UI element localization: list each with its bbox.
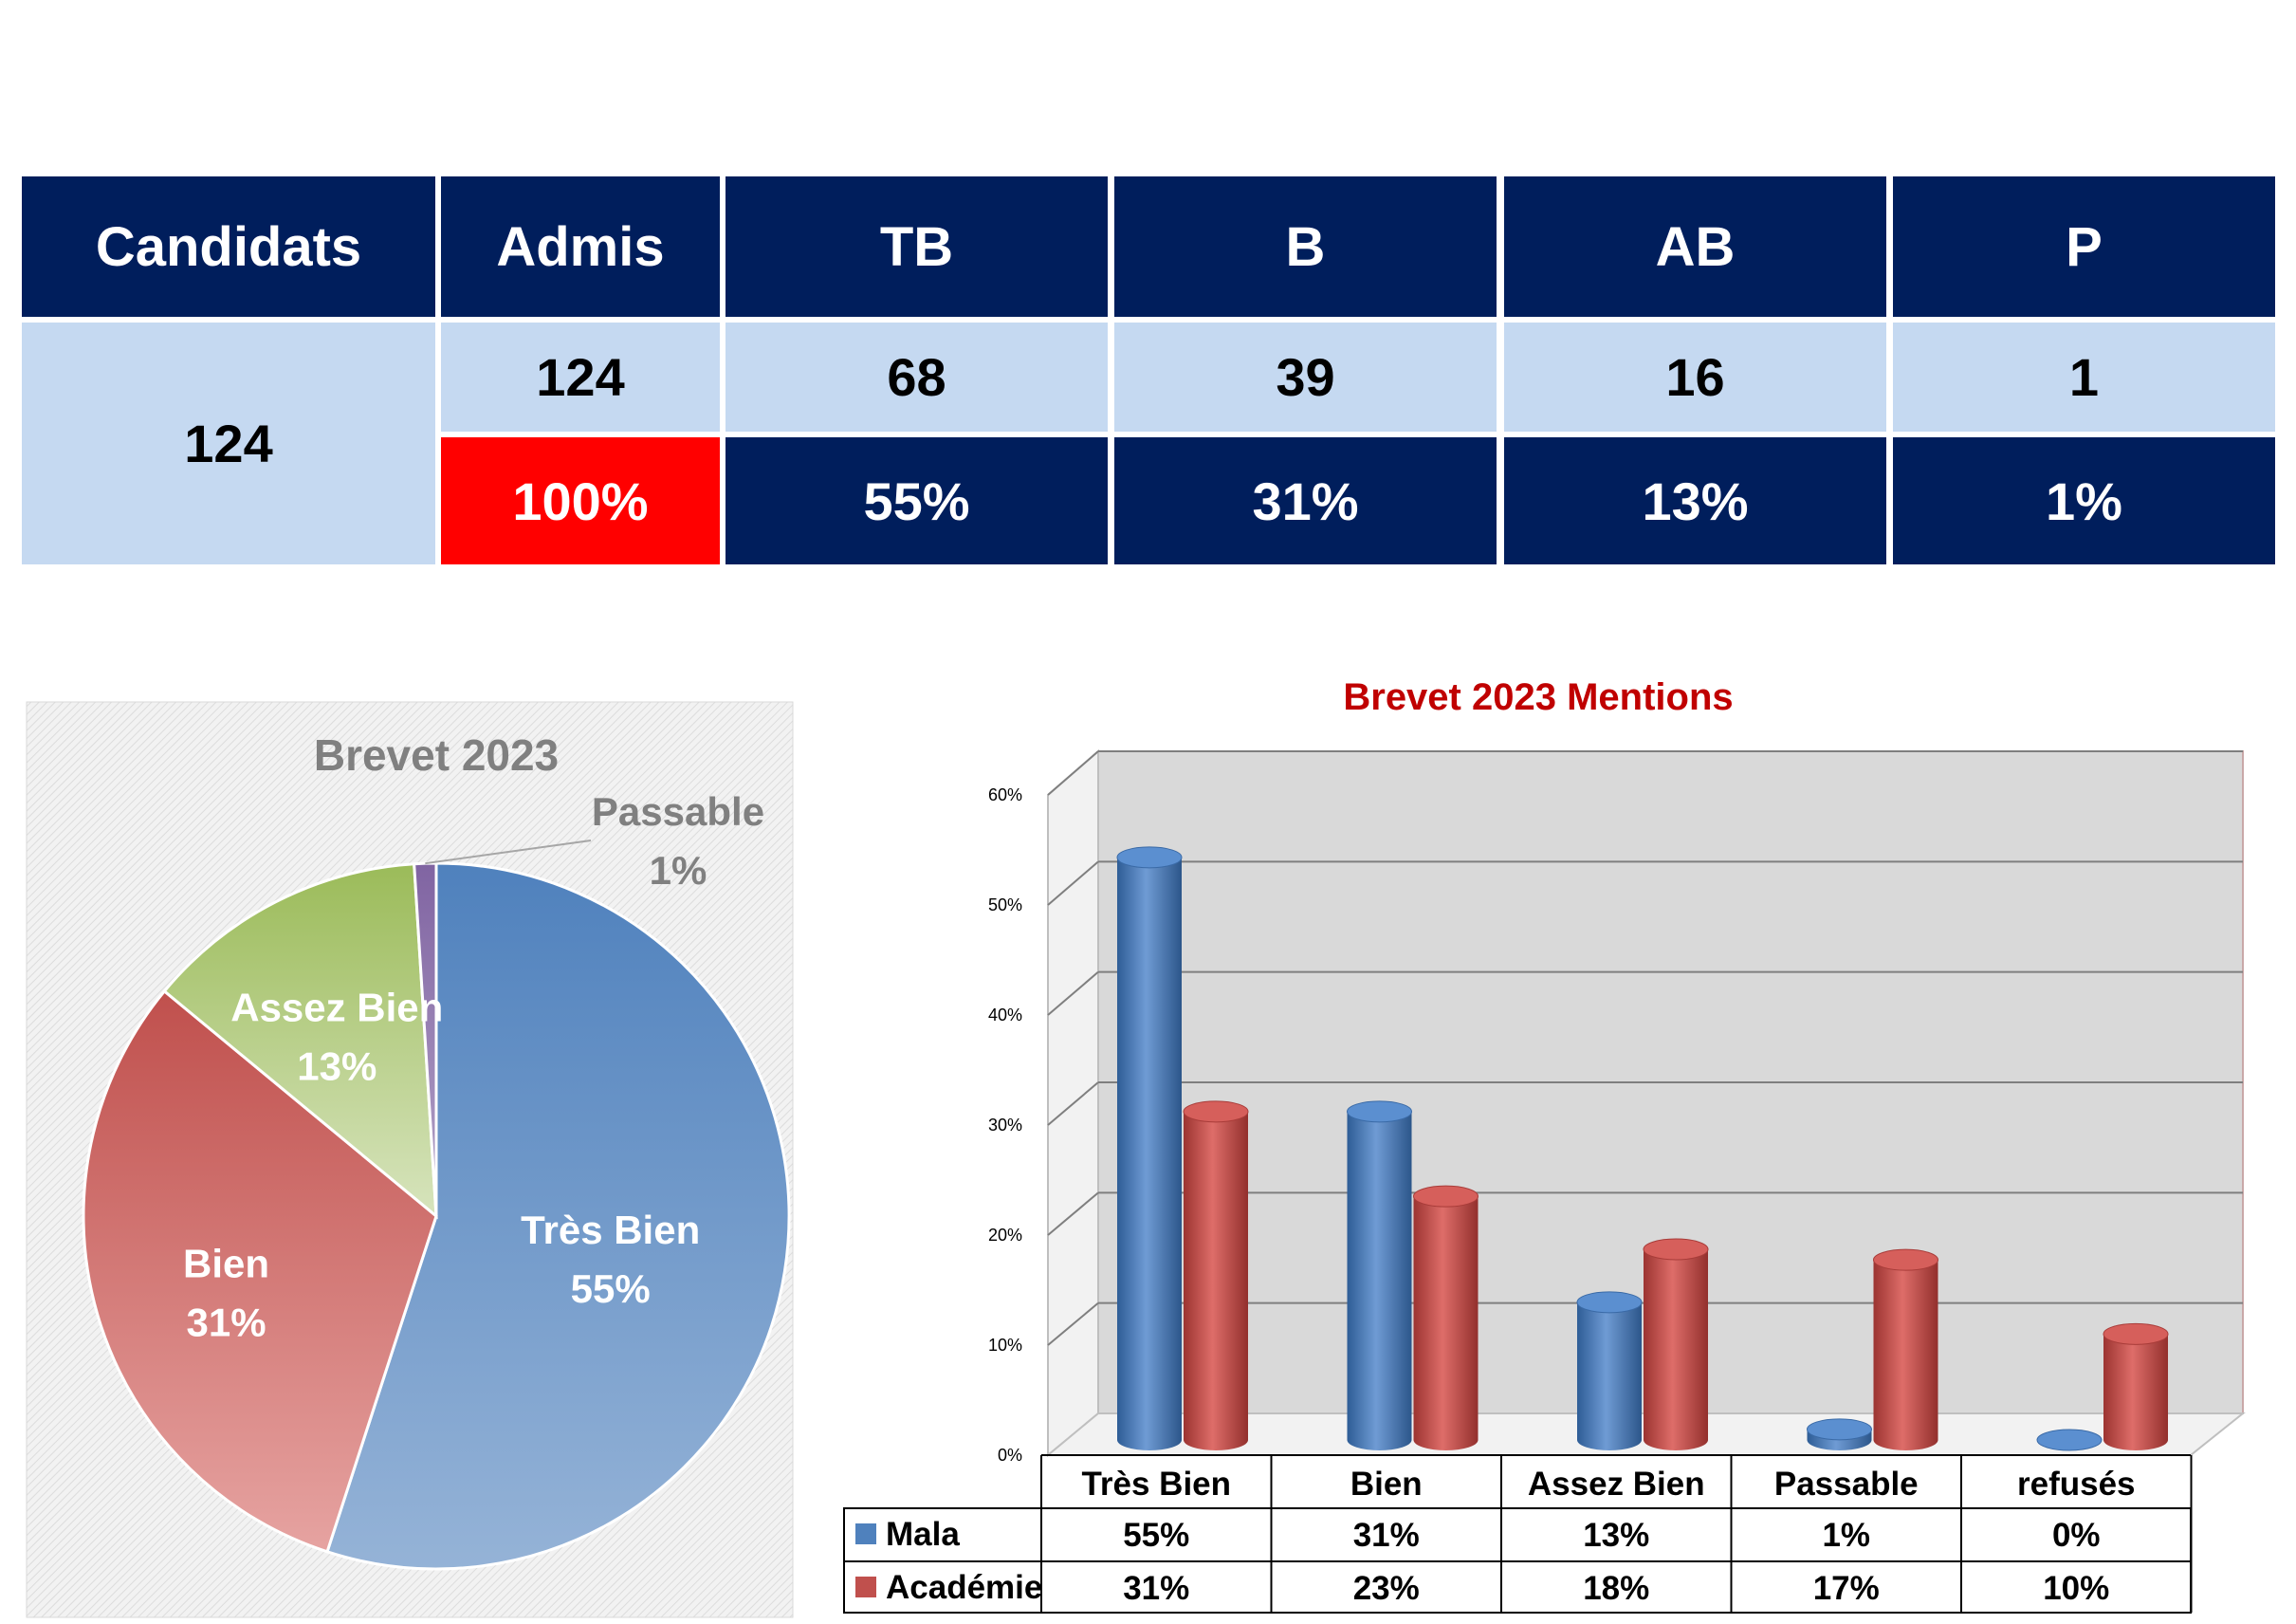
pie-label-bien: Bien — [183, 1241, 269, 1285]
bar-gridline-side — [1047, 970, 1099, 1016]
bar-cylinder-acad-mie-refus-s — [2103, 1322, 2169, 1450]
pie-value-tr-s-bien: 55% — [571, 1266, 651, 1311]
bar-cylinder-body — [1413, 1196, 1479, 1450]
bar-cylinder-acad-mie-passable — [1873, 1248, 1938, 1450]
table-value: 23% — [1353, 1570, 1420, 1607]
bar-cylinder-mala-assez-bien — [1576, 1291, 1643, 1450]
pie-label-assez-bien: Assez Bien — [230, 985, 443, 1029]
header-tb: TB — [726, 176, 1108, 317]
bar-gridline-side — [1047, 860, 1099, 906]
table-value: 17% — [1813, 1570, 1880, 1607]
header-ab: AB — [1504, 176, 1886, 317]
pie-slice-tr-s-bien — [325, 861, 791, 1571]
percent-ab: 13% — [1504, 437, 1886, 564]
bar-cylinder-mala-refus-s — [2036, 1429, 2103, 1451]
bar-cylinder-cap — [1643, 1238, 1709, 1261]
bar-cylinder-cap — [1807, 1418, 1872, 1441]
bar-ytick-label: 10% — [988, 1336, 1022, 1355]
bar-ytick-label: 40% — [988, 1006, 1022, 1024]
bar-cylinder-body — [2103, 1334, 2168, 1450]
table-value: 31% — [1353, 1517, 1420, 1554]
count-ab: 16 — [1504, 323, 1886, 432]
header-b: B — [1114, 176, 1497, 317]
pie-value-passable: 1% — [650, 848, 707, 893]
bar-category-label: refusés — [2017, 1466, 2136, 1503]
count-admis: 124 — [441, 323, 720, 432]
percent-p: 1% — [1893, 437, 2275, 564]
bar-cylinder-body — [1644, 1249, 1708, 1450]
bar-title: Brevet 2023 Mentions — [1343, 676, 1733, 718]
pie-label-passable: Passable — [592, 789, 764, 834]
pie-leader-line — [425, 840, 592, 865]
bar-ytick-label: 30% — [988, 1116, 1022, 1135]
count-b: 39 — [1114, 323, 1497, 432]
header-admis: Admis — [441, 176, 720, 317]
header-p: P — [1893, 176, 2275, 317]
table-value: 18% — [1583, 1570, 1649, 1607]
bar-ytick-label: 60% — [988, 785, 1022, 804]
table-value: 55% — [1123, 1517, 1189, 1554]
bar-cylinder-body — [1117, 857, 1182, 1450]
bar-cylinder-cap — [1873, 1248, 1938, 1271]
legend-swatch-mala — [855, 1523, 876, 1544]
bar-cylinder-cap — [2103, 1322, 2169, 1345]
bar-category-label: Assez Bien — [1528, 1466, 1705, 1503]
bar-category-label: Passable — [1774, 1466, 1919, 1503]
legend-swatch-acad-mie — [855, 1577, 876, 1597]
pie-slice-bien — [82, 988, 438, 1554]
percent-tb: 55% — [726, 437, 1108, 564]
bar-cylinder-body — [1184, 1111, 1248, 1450]
percent-admis: 100% — [441, 437, 720, 564]
bar-cylinder-mala-tr-s-bien — [1116, 846, 1183, 1450]
bar-cylinder-cap — [1347, 1100, 1412, 1123]
pie-value-bien: 31% — [186, 1300, 266, 1344]
table-value: 13% — [1583, 1517, 1649, 1554]
bar-cylinder-acad-mie-assez-bien — [1643, 1238, 1709, 1450]
table-value: 31% — [1123, 1570, 1189, 1607]
table-value: 0% — [2052, 1517, 2101, 1554]
bar-cylinder-mala-bien — [1347, 1100, 1412, 1450]
bar-ytick-label: 20% — [988, 1226, 1022, 1245]
bar-ytick-label: 0% — [998, 1446, 1022, 1465]
bar-cylinder-cap — [2036, 1429, 2103, 1451]
bar-cylinder-body — [1577, 1301, 1642, 1450]
bar-cylinder-body — [1873, 1260, 1938, 1450]
table-value: 1% — [1822, 1517, 1870, 1554]
bar-cylinder-acad-mie-bien — [1413, 1185, 1479, 1450]
bar-gridline-side — [1047, 750, 1099, 796]
pie-value-assez-bien: 13% — [297, 1043, 377, 1088]
bar-cylinder-cap — [1576, 1291, 1643, 1314]
count-tb: 68 — [726, 323, 1108, 432]
bar-cylinder-acad-mie-tr-s-bien — [1183, 1100, 1249, 1450]
pie-title: Brevet 2023 — [314, 730, 559, 780]
percent-b: 31% — [1114, 437, 1497, 564]
legend-label: Mala — [886, 1516, 960, 1553]
header-candidats: Candidats — [22, 176, 435, 317]
candidats-value: 124 — [22, 323, 435, 564]
bar-gridline-side — [1047, 1191, 1099, 1236]
bar-cylinder-cap — [1413, 1185, 1479, 1208]
bar-gridline-side — [1047, 1301, 1099, 1346]
bar-ytick-label: 50% — [988, 895, 1022, 914]
bar-cylinder-mala-passable — [1807, 1418, 1872, 1450]
count-p: 1 — [1893, 323, 2275, 432]
pie-label-tr-s-bien: Très Bien — [521, 1208, 700, 1252]
bar-category-label: Très Bien — [1081, 1466, 1231, 1503]
legend-label: Académie — [886, 1569, 1042, 1606]
bar-cylinder-cap — [1183, 1100, 1249, 1123]
bar-category-label: Bien — [1350, 1466, 1423, 1503]
table-value: 10% — [2043, 1570, 2109, 1607]
pie-slice-assez-bien — [162, 862, 438, 1220]
bar-cylinder-body — [1347, 1111, 1412, 1450]
bar-gridline-side — [1047, 1081, 1099, 1126]
bar-cylinder-cap — [1116, 846, 1183, 869]
